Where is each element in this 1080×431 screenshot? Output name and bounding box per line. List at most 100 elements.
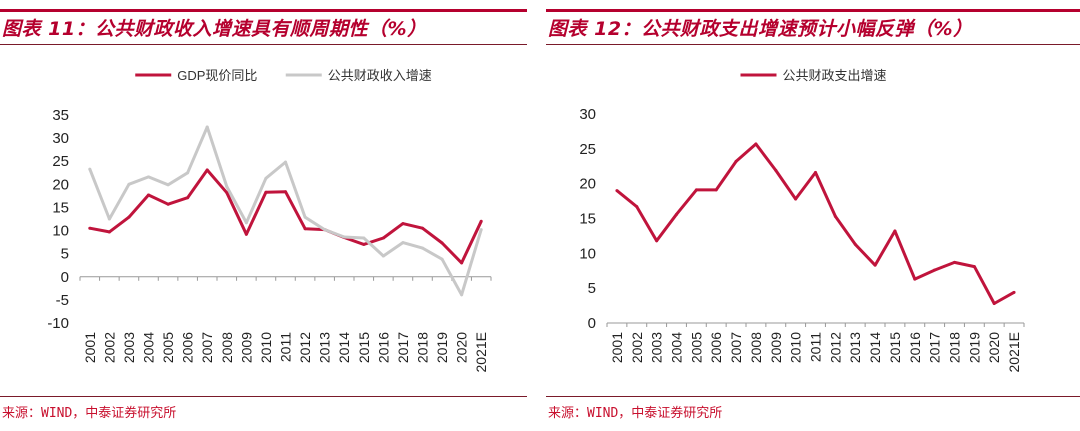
x-tick-label: 2003 [121, 332, 137, 363]
y-tick-label: 25 [52, 153, 69, 170]
data-point [127, 215, 131, 219]
x-tick-label: 2006 [708, 332, 724, 363]
data-point [479, 219, 483, 223]
y-tick-label: 5 [61, 246, 69, 263]
data-point [264, 190, 268, 194]
x-tick-label: 2016 [375, 332, 391, 363]
data-point [303, 227, 307, 231]
legend-label-2: 公共财政收入增速 [328, 68, 432, 83]
right-line-chart: 公共财政支出增速 0 5 10 15 20 25 30 2001 2002 2003 2004 2005… [579, 68, 1025, 372]
legend: GDP现价同比 公共财政收入增速 [135, 68, 432, 83]
legend-label-1: GDP现价同比 [177, 68, 257, 83]
x-tick-label: 2020 [986, 332, 1002, 363]
x-tick-label: 2010 [788, 332, 804, 363]
data-point [460, 261, 464, 265]
data-point [401, 241, 405, 245]
data-point [225, 185, 229, 189]
x-tick-label: 2019 [966, 332, 982, 363]
data-point [734, 159, 738, 163]
x-tick-label: 2009 [238, 332, 254, 363]
x-tick-label: 2007 [728, 332, 744, 363]
data-point [147, 175, 150, 179]
data-point [166, 202, 170, 206]
x-tick-label: 2001 [82, 332, 98, 363]
data-point [147, 193, 150, 197]
y-tick-label: 30 [579, 106, 596, 123]
x-tick-label: 2018 [415, 332, 431, 363]
data-point [186, 196, 190, 200]
x-tick-label: 2011 [278, 332, 294, 362]
data-point [244, 232, 248, 236]
x-tick-label: 2012 [827, 332, 843, 363]
title-rule [0, 44, 527, 45]
data-point [284, 160, 287, 164]
data-point [794, 197, 798, 201]
y-tick-label: 20 [579, 176, 596, 193]
x-tick-label: 2013 [847, 332, 863, 363]
x-tick-label: 2005 [688, 332, 704, 363]
y-tick-label: 30 [52, 130, 69, 147]
data-point [401, 222, 405, 226]
legend-label-1: 公共财政支出增速 [783, 68, 887, 83]
x-tick-label: 2021E [1006, 332, 1022, 372]
data-point [166, 183, 170, 187]
x-tick-label: 2005 [160, 332, 176, 363]
data-point [953, 260, 956, 264]
x-tick-label: 2018 [947, 332, 963, 363]
data-point [655, 239, 659, 243]
x-tick-label: 2006 [180, 332, 196, 363]
data-point [893, 229, 897, 233]
data-point [675, 212, 678, 216]
y-tick-label: 25 [579, 141, 596, 158]
data-point [264, 176, 268, 180]
data-point [440, 241, 444, 245]
data-point [186, 171, 190, 175]
x-tick-label: 2001 [609, 332, 625, 363]
data-point [381, 254, 385, 258]
data-point [1012, 290, 1016, 294]
x-tick-label: 2020 [454, 332, 470, 363]
y-tick-label: 15 [52, 199, 69, 216]
right-source-note: 来源：WIND，中泰证券研究所 [548, 406, 723, 421]
data-point [615, 189, 619, 193]
x-tick-label: 2019 [434, 332, 450, 363]
data-point [205, 125, 209, 129]
data-point [440, 257, 444, 261]
x-tick-label: 2014 [336, 332, 352, 363]
data-point [284, 190, 287, 194]
data-point [972, 265, 976, 269]
bottom-rule [0, 396, 527, 397]
x-tick-label: 2015 [887, 332, 903, 363]
data-point [913, 277, 917, 281]
y-tick-label: 0 [61, 269, 69, 286]
y-tick-label: 20 [52, 176, 69, 193]
x-tick-label: 2009 [768, 332, 784, 363]
data-point [381, 236, 385, 240]
data-point [205, 168, 209, 172]
data-point [814, 171, 817, 175]
x-tick-label: 2021E [473, 332, 489, 372]
y-tick-label: 10 [579, 245, 596, 262]
data-point [362, 236, 366, 240]
x-tick-label: 2017 [395, 332, 411, 363]
data-point [225, 191, 229, 195]
y-tick-label: -5 [56, 292, 69, 309]
x-tick-label: 2007 [199, 332, 215, 363]
data-point [460, 293, 464, 297]
data-point [853, 242, 857, 246]
y-tick-label: 5 [588, 280, 596, 297]
y-tick-label: -10 [47, 315, 69, 332]
bottom-rule [546, 396, 1080, 397]
data-point [873, 263, 877, 267]
y-tick-label: 35 [52, 107, 69, 124]
left-chart-title: 图表 11：公共财政收入增速具有顺周期性（%） [2, 18, 427, 40]
data-point [323, 228, 327, 232]
right-chart-panel: 图表 12：公共财政支出增速预计小幅反弹（%） 公共财政支出增速 0 5 10 15 20… [546, 0, 1080, 431]
data-point [88, 226, 92, 230]
data-point [992, 301, 996, 305]
x-tick-label: 2004 [141, 332, 157, 363]
x-tick-label: 2017 [927, 332, 943, 363]
series-line-2 [88, 125, 483, 297]
x-tick-label: 2011 [808, 332, 824, 362]
